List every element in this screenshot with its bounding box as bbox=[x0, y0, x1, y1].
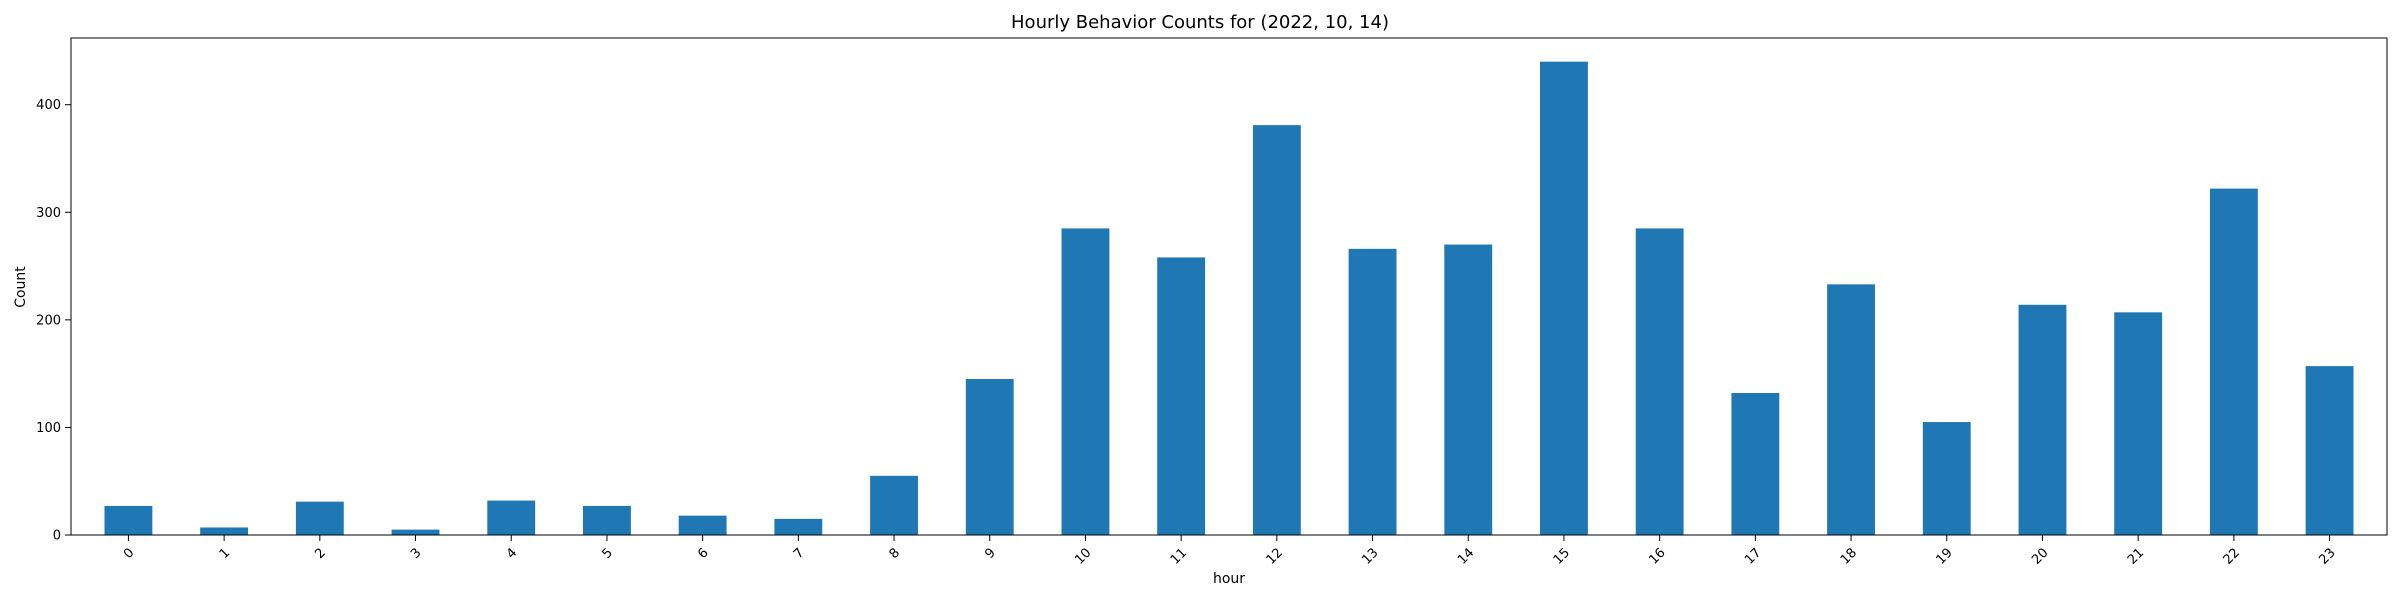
bar-hour-9 bbox=[965, 379, 1014, 535]
x-tick-label: 5 bbox=[600, 545, 616, 561]
plot-frame bbox=[70, 37, 2388, 536]
x-tick-label: 16 bbox=[1646, 545, 1668, 567]
bar-hour-21 bbox=[2114, 312, 2163, 535]
bar-hour-15 bbox=[1540, 61, 1588, 536]
bar-hour-10 bbox=[1061, 228, 1110, 535]
bar-hour-11 bbox=[1157, 257, 1206, 535]
x-tick-label: 6 bbox=[695, 545, 711, 561]
y-axis-label: Count bbox=[13, 266, 29, 308]
x-tick-label: 15 bbox=[1551, 545, 1573, 567]
bar-hour-13 bbox=[1348, 248, 1397, 535]
bar-hour-16 bbox=[1635, 228, 1684, 535]
bar-hour-22 bbox=[2209, 188, 2258, 536]
x-tick-label: 2 bbox=[312, 545, 328, 561]
x-tick-label: 3 bbox=[408, 545, 424, 561]
x-tick-label: 1 bbox=[217, 545, 233, 561]
x-tick-label: 7 bbox=[791, 545, 807, 561]
x-tick-label: 21 bbox=[2125, 545, 2147, 567]
bar-hour-8 bbox=[870, 475, 918, 535]
x-tick-label: 17 bbox=[1742, 545, 1764, 567]
x-tick-label: 10 bbox=[1072, 545, 1094, 567]
x-tick-label: 9 bbox=[982, 545, 998, 561]
bar-hour-1 bbox=[200, 527, 249, 535]
bar-hour-17 bbox=[1731, 393, 1780, 535]
bar-hour-20 bbox=[2018, 304, 2067, 535]
x-tick-label: 23 bbox=[2316, 545, 2338, 567]
y-tick-label: 400 bbox=[36, 98, 61, 113]
x-tick-label: 4 bbox=[504, 545, 520, 561]
bar-hour-19 bbox=[1922, 422, 1971, 535]
x-tick-label: 14 bbox=[1455, 545, 1477, 567]
y-tick-label: 0 bbox=[53, 529, 61, 544]
x-tick-label: 8 bbox=[887, 545, 903, 561]
bar-hour-0 bbox=[104, 505, 153, 535]
bar-hour-3 bbox=[391, 529, 440, 535]
x-tick-label: 11 bbox=[1168, 545, 1190, 567]
x-tick-label: 18 bbox=[1838, 545, 1860, 567]
x-tick-label: 22 bbox=[2221, 545, 2243, 567]
bar-hour-18 bbox=[1827, 284, 1875, 535]
x-tick-label: 12 bbox=[1264, 545, 1286, 567]
x-tick-label: 20 bbox=[2029, 545, 2051, 567]
bar-hour-23 bbox=[2305, 366, 2354, 535]
bar-hour-4 bbox=[487, 500, 536, 535]
x-tick-label: 19 bbox=[1934, 545, 1956, 567]
bar-hour-14 bbox=[1444, 244, 1493, 536]
bar-hour-2 bbox=[295, 501, 344, 535]
chart-title: Hourly Behavior Counts for (2022, 10, 14… bbox=[1011, 12, 1389, 33]
y-tick-label: 300 bbox=[36, 206, 61, 221]
x-tick-label: 13 bbox=[1359, 545, 1381, 567]
bar-hour-7 bbox=[774, 518, 823, 535]
bar-hour-6 bbox=[678, 515, 727, 535]
bar-hour-5 bbox=[583, 505, 631, 535]
x-tick-label: 0 bbox=[121, 545, 137, 561]
y-tick-label: 100 bbox=[36, 421, 61, 436]
bar-hour-12 bbox=[1252, 125, 1301, 535]
x-axis-label: hour bbox=[1213, 571, 1245, 587]
y-tick-label: 200 bbox=[36, 313, 61, 328]
